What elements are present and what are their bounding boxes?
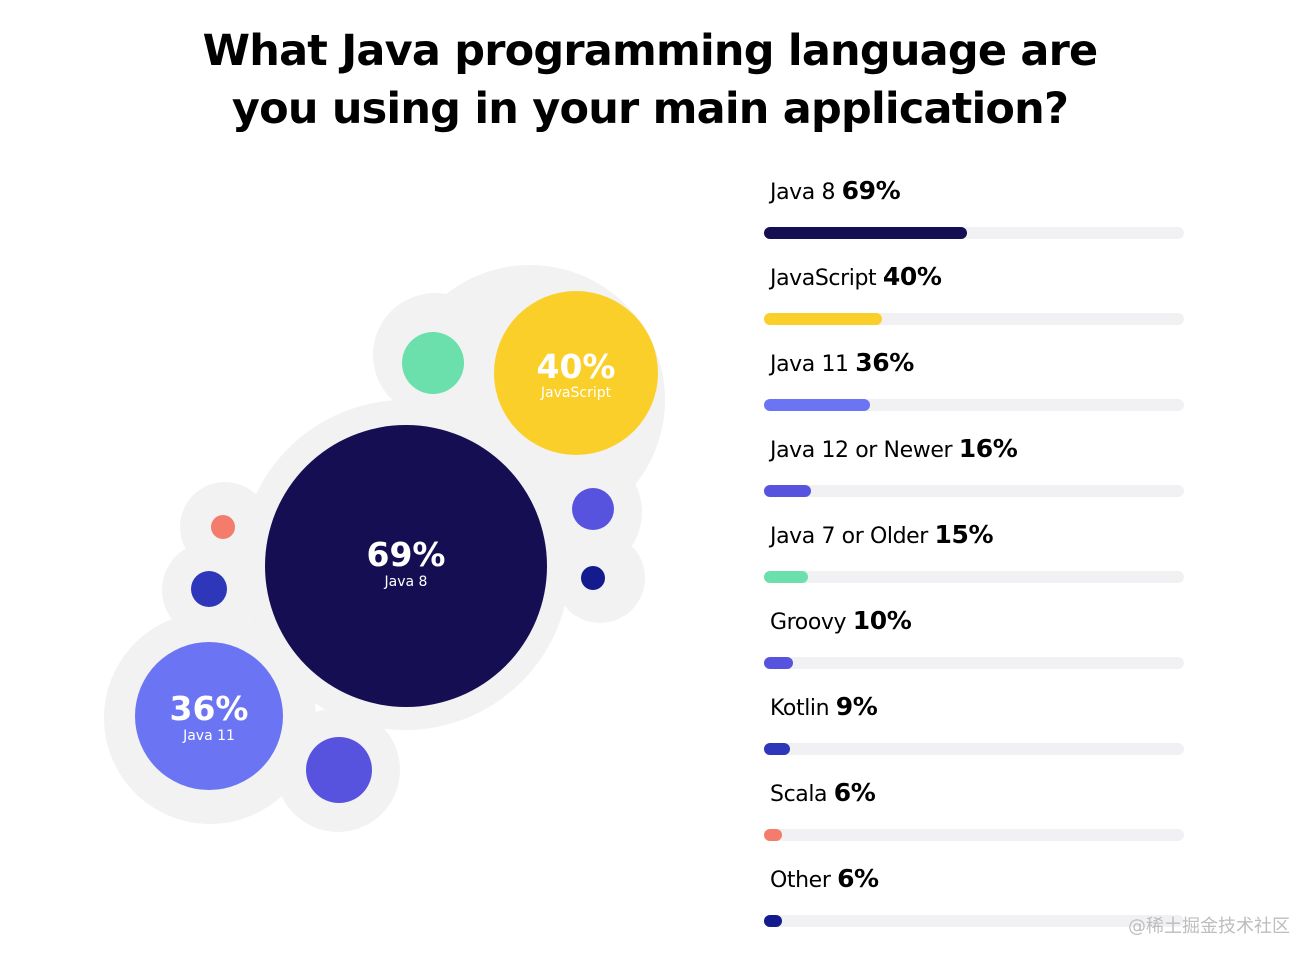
chart-title: What Java programming language are you u…: [0, 22, 1300, 138]
bar-value-label: 6%: [837, 864, 879, 893]
bar-value-label: 36%: [855, 348, 914, 377]
bar-track: [764, 485, 1184, 497]
watermark: @稀土掘金技术社区: [1128, 916, 1290, 937]
bar-item-java-11: Java 11 36%: [764, 344, 1184, 430]
bar-category: Java 11: [770, 352, 849, 377]
bar-track: [764, 399, 1184, 411]
bubble-java-11-name: Java 11: [182, 728, 235, 744]
bubble-kotlin: [191, 571, 227, 607]
bar-label: Scala 6%: [770, 776, 876, 812]
bar-fill-scala: [764, 829, 782, 841]
bar-item-java-7-or-older: Java 7 or Older 15%: [764, 516, 1184, 602]
bar-track: [764, 829, 1184, 841]
bar-fill-other: [764, 915, 782, 927]
bubble-java-7-or-older: [402, 332, 464, 394]
small-bubbles: [191, 332, 614, 803]
bar-fill-java-12-or-newer: [764, 485, 811, 497]
bar-fill-groovy: [764, 657, 793, 669]
bar-label: Java 7 or Older 15%: [770, 518, 994, 554]
bar-value-label: 15%: [934, 520, 994, 549]
bar-item-java-12-or-newer: Java 12 or Newer 16%: [764, 430, 1184, 516]
bar-value-label: 16%: [958, 434, 1018, 463]
bar-label: Other 6%: [770, 862, 879, 898]
bubble-javascript-pct: 40%: [537, 347, 616, 386]
bar-category: Scala: [770, 782, 828, 807]
bar-fill-kotlin: [764, 743, 790, 755]
bar-label: Java 11 36%: [770, 346, 914, 382]
bar-label: Kotlin 9%: [770, 690, 878, 726]
bubble-other: [581, 566, 605, 590]
bar-category: Java 7 or Older: [770, 524, 928, 549]
bubble-java-8-name: Java 8: [384, 574, 428, 590]
bubble-java-11-pct: 36%: [170, 689, 249, 728]
bar-category: Other: [770, 868, 831, 893]
bar-item-java-8: Java 8 69%: [764, 172, 1184, 258]
bar-value-label: 40%: [882, 262, 942, 291]
bar-label: Java 12 or Newer 16%: [770, 432, 1018, 468]
bubble-javascript: 40% JavaScript: [494, 291, 658, 455]
bubble-java-12-or-newer: [572, 488, 614, 530]
bubble-java-8-pct: 69%: [367, 535, 446, 574]
bubble-java-11: 36% Java 11: [135, 642, 283, 790]
bar-item-javascript: JavaScript 40%: [764, 258, 1184, 344]
bar-value-label: 69%: [841, 176, 901, 205]
bar-category: Java 12 or Newer: [770, 438, 953, 463]
bubble-scala: [211, 515, 235, 539]
bar-category: Java 8: [770, 180, 836, 205]
bar-track: [764, 657, 1184, 669]
bubble-cluster: 69% Java 8 40% JavaScript 36% Java 11: [104, 265, 665, 832]
bar-value-label: 10%: [852, 606, 912, 635]
bar-item-groovy: Groovy 10%: [764, 602, 1184, 688]
bar-label: JavaScript 40%: [770, 260, 942, 296]
bar-category: Kotlin: [770, 696, 830, 721]
bar-track: [764, 227, 1184, 239]
bar-label: Groovy 10%: [770, 604, 912, 640]
chart-title-line-2: you using in your main application?: [231, 84, 1069, 134]
bar-label: Java 8 69%: [770, 174, 901, 210]
bar-track: [764, 743, 1184, 755]
bar-item-kotlin: Kotlin 9%: [764, 688, 1184, 774]
bar-category: JavaScript: [770, 266, 877, 291]
bar-fill-javascript: [764, 313, 882, 325]
bar-track: [764, 915, 1184, 927]
bubble-groovy: [306, 737, 372, 803]
bar-item-scala: Scala 6%: [764, 774, 1184, 860]
bar-value-label: 6%: [833, 778, 876, 807]
bar-category: Groovy: [770, 610, 847, 635]
bar-fill-java-11: [764, 399, 870, 411]
bar-fill-java-7-or-older: [764, 571, 808, 583]
bar-value-label: 9%: [835, 692, 878, 721]
bar-track: [764, 313, 1184, 325]
bar-fill-java-8: [764, 227, 967, 239]
bar-item-other: Other 6%: [764, 860, 1184, 946]
bubble-javascript-name: JavaScript: [540, 385, 612, 401]
bar-list: Java 8 69% JavaScript 40% Java 11 36% Java …: [764, 172, 1184, 946]
bar-track: [764, 571, 1184, 583]
chart-title-line-1: What Java programming language are: [202, 26, 1099, 76]
bubble-java-8: 69% Java 8: [265, 425, 547, 707]
